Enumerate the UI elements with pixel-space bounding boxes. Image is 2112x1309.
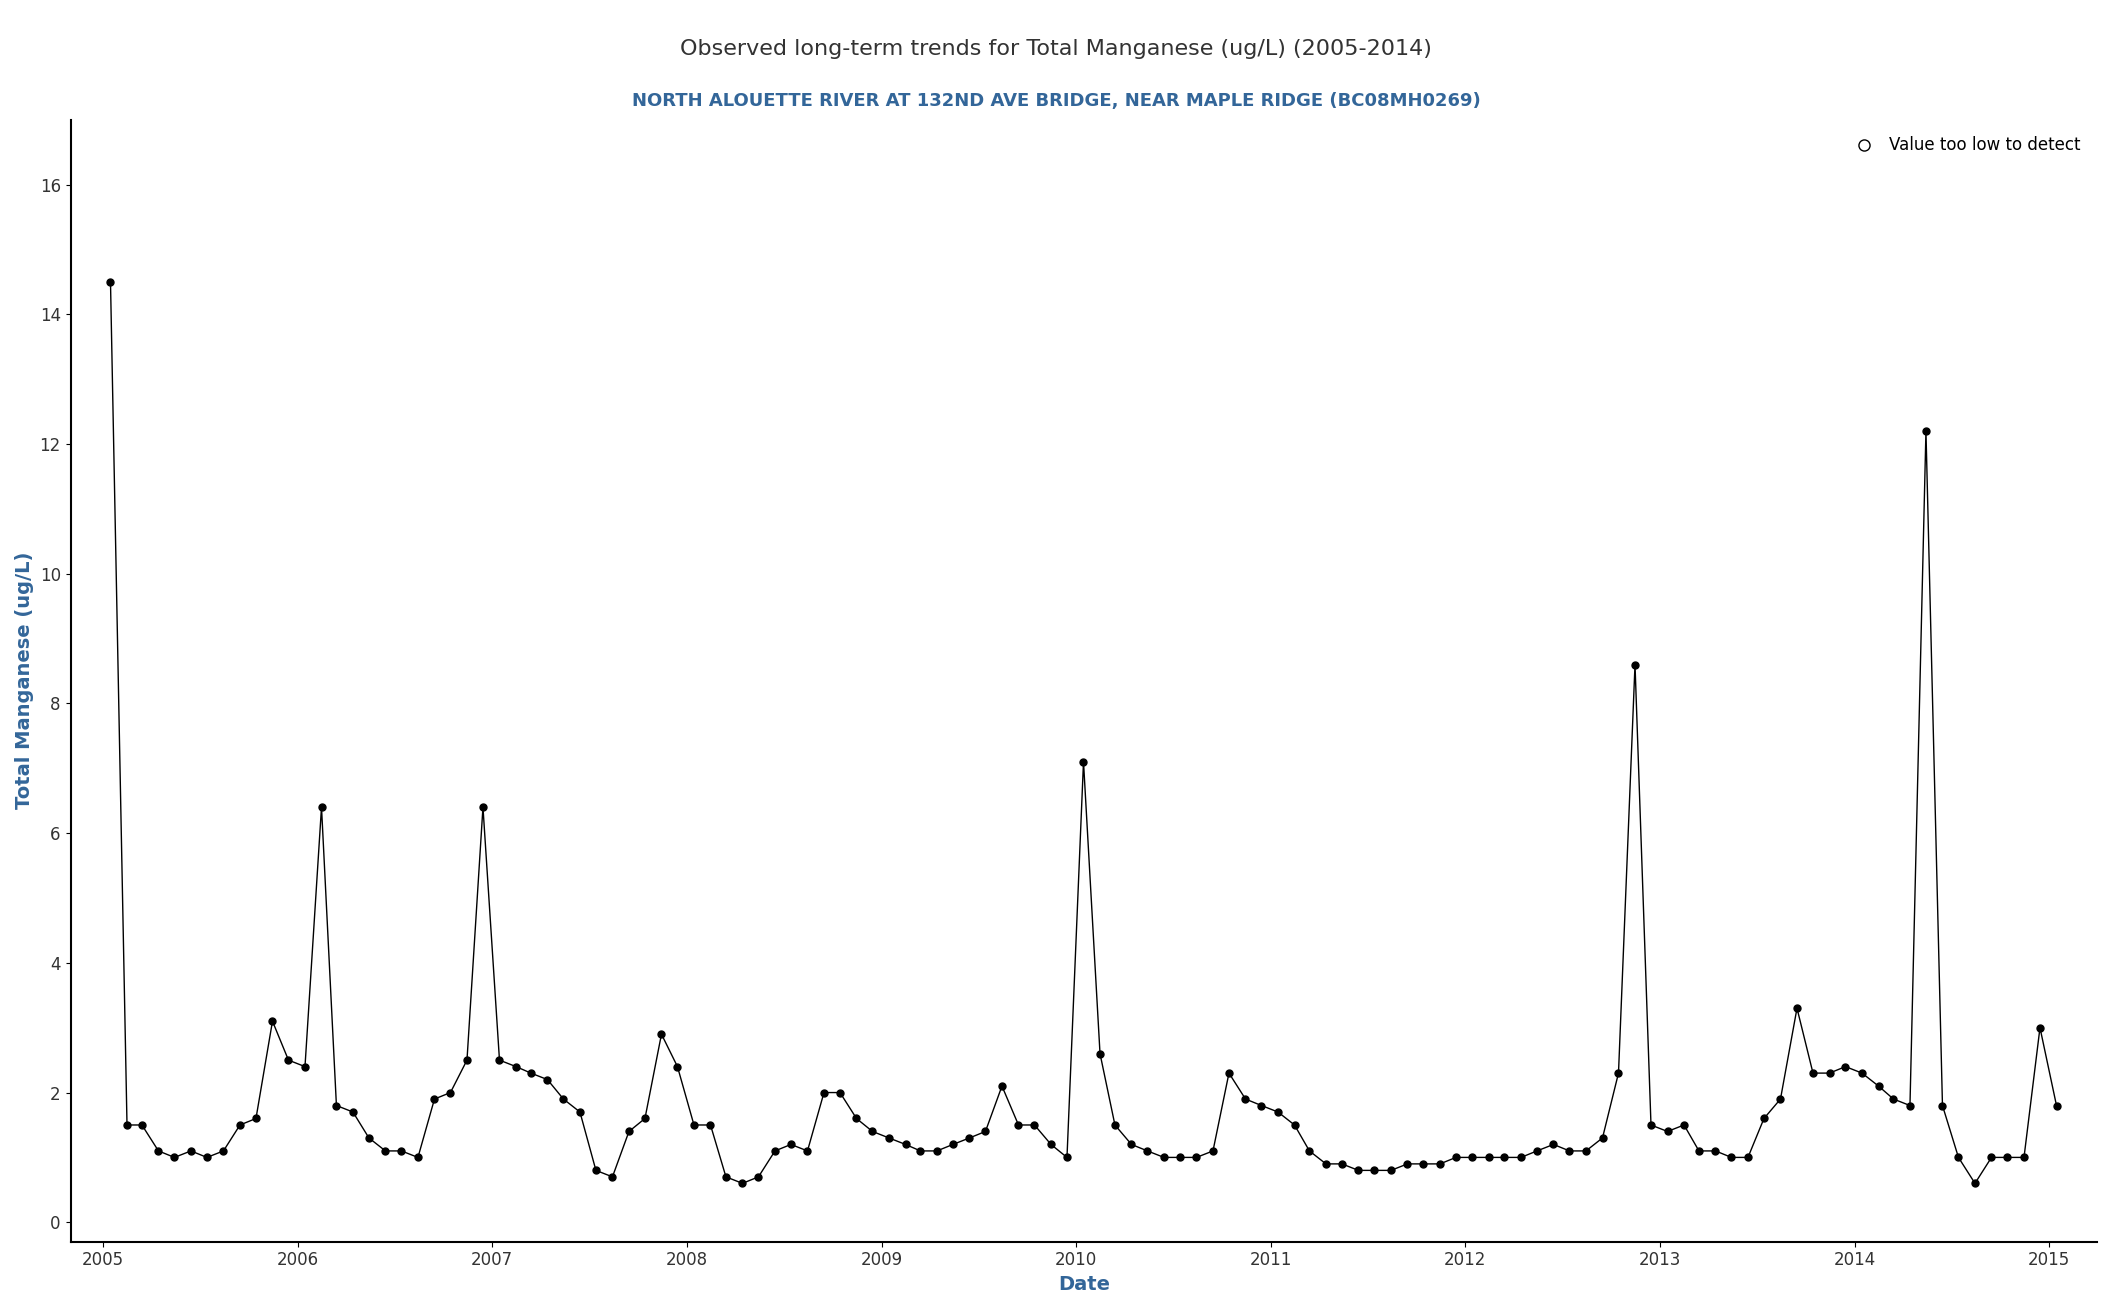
Text: NORTH ALOUETTE RIVER AT 132ND AVE BRIDGE, NEAR MAPLE RIDGE (BC08MH0269): NORTH ALOUETTE RIVER AT 132ND AVE BRIDGE…	[631, 92, 1481, 110]
X-axis label: Date: Date	[1058, 1275, 1109, 1295]
Text: Observed long-term trends for Total Manganese (ug/L) (2005-2014): Observed long-term trends for Total Mang…	[680, 39, 1432, 59]
Legend: Value too low to detect: Value too low to detect	[1840, 128, 2089, 162]
Y-axis label: Total Manganese (ug/L): Total Manganese (ug/L)	[15, 552, 34, 809]
